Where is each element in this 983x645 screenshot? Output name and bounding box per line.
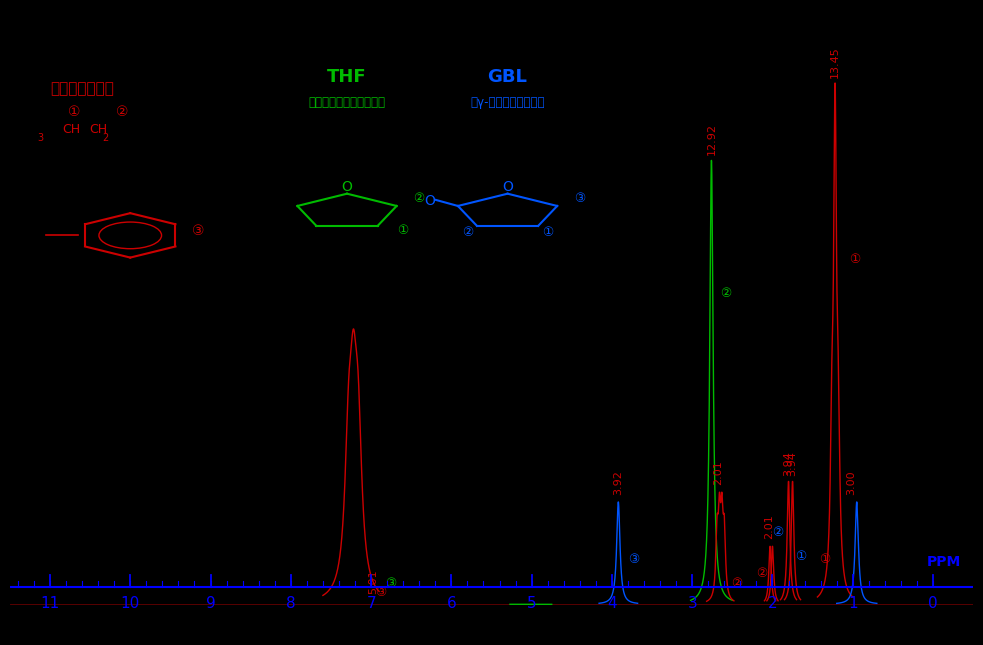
Text: 2.01: 2.01 <box>713 461 723 485</box>
Text: ①: ① <box>397 224 409 237</box>
Text: 2: 2 <box>768 596 778 611</box>
Text: 3: 3 <box>37 134 43 143</box>
Text: 3.94: 3.94 <box>783 451 793 476</box>
Text: ③: ③ <box>628 553 639 566</box>
Text: ②: ② <box>721 287 731 300</box>
Text: O: O <box>502 180 513 194</box>
Text: ②: ② <box>462 226 473 239</box>
Text: 4: 4 <box>607 596 616 611</box>
Text: ②: ② <box>116 104 129 119</box>
Text: 5: 5 <box>527 596 537 611</box>
Text: GBL: GBL <box>488 68 528 86</box>
Text: 11: 11 <box>40 596 60 611</box>
Text: 3.92: 3.92 <box>613 470 623 495</box>
Text: O: O <box>341 180 353 194</box>
Text: 3: 3 <box>687 596 697 611</box>
Text: 13.45: 13.45 <box>830 46 840 78</box>
Text: ③: ③ <box>385 577 397 590</box>
Text: ③: ③ <box>193 224 204 239</box>
Text: O: O <box>425 194 435 208</box>
Text: CH: CH <box>62 123 81 136</box>
Text: ②: ② <box>773 526 783 539</box>
Text: 0: 0 <box>928 596 938 611</box>
Text: 3.94: 3.94 <box>787 451 797 476</box>
Text: 7: 7 <box>367 596 376 611</box>
Text: ②: ② <box>414 192 425 205</box>
Text: ②: ② <box>731 577 743 590</box>
Text: ①: ① <box>795 550 806 563</box>
Text: 3.00: 3.00 <box>846 471 856 495</box>
Text: THF: THF <box>327 68 367 86</box>
Text: ①: ① <box>68 104 81 119</box>
Text: 8: 8 <box>286 596 296 611</box>
Text: 2.01: 2.01 <box>764 515 775 539</box>
Text: ③: ③ <box>376 586 386 599</box>
Text: ①: ① <box>542 226 553 239</box>
Text: 12.92: 12.92 <box>707 123 717 155</box>
Text: ①: ① <box>819 553 831 566</box>
Text: 9: 9 <box>205 596 215 611</box>
Text: 10: 10 <box>121 596 140 611</box>
Text: 1: 1 <box>848 596 857 611</box>
Text: ③: ③ <box>574 192 586 205</box>
Text: ②: ② <box>756 567 768 580</box>
Text: PPM: PPM <box>927 555 961 568</box>
Text: （γ-ブチロラクトン）: （γ-ブチロラクトン） <box>470 95 545 108</box>
Text: ①: ① <box>849 253 861 266</box>
Text: CH: CH <box>89 123 107 136</box>
Text: （テトラヒドロフラン）: （テトラヒドロフラン） <box>309 95 385 108</box>
Text: エチルベンゼン: エチルベンゼン <box>50 82 114 97</box>
Text: 6: 6 <box>446 596 456 611</box>
Text: 2: 2 <box>102 134 108 143</box>
Text: 5.01: 5.01 <box>368 570 377 594</box>
